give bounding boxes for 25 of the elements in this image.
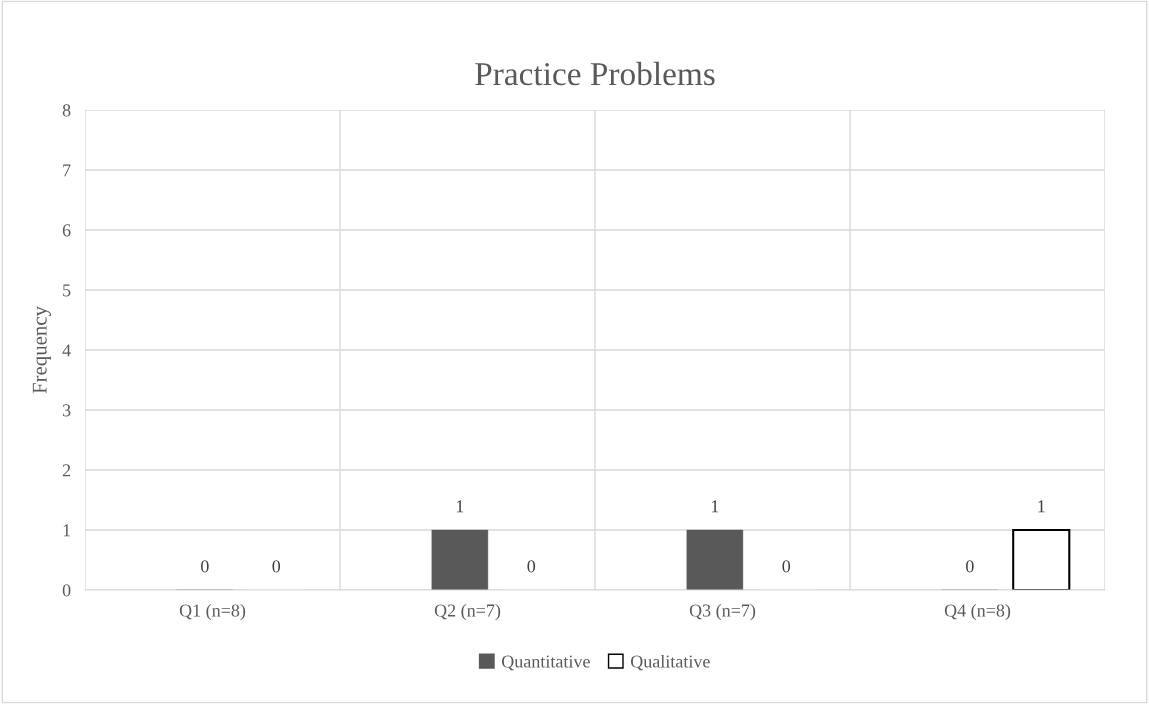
y-tick-label: 1 (63, 524, 71, 537)
data-label: 1 (456, 500, 464, 513)
x-tick-label: Q2 (n=7) (434, 603, 501, 621)
data-label: 1 (711, 500, 719, 513)
legend-label: Quantitative (501, 655, 590, 671)
y-tick-label: 5 (63, 284, 71, 297)
data-label: 1 (1038, 500, 1045, 513)
data-label: 0 (966, 560, 974, 573)
x-tick-label: Q1 (n=8) (179, 603, 246, 621)
chart-title: Practice Problems (475, 61, 715, 86)
data-label: 0 (201, 560, 209, 573)
legend-label: Qualitative (630, 654, 710, 671)
x-tick-label: Q4 (n=8) (944, 603, 1011, 621)
y-tick-label: 3 (62, 404, 71, 417)
y-tick-label: 0 (62, 584, 71, 597)
data-label: 0 (527, 560, 536, 573)
y-tick-label: 6 (62, 224, 71, 237)
x-tick-label: Q3 (n=7) (689, 603, 756, 621)
y-tick-label: 2 (62, 464, 71, 477)
y-tick-label: 8 (62, 104, 71, 117)
y-tick-label: 4 (62, 344, 71, 357)
data-label: 0 (272, 560, 281, 573)
y-axis-title: Frequency (32, 306, 51, 394)
y-tick-label: 7 (63, 164, 71, 177)
data-label: 0 (782, 560, 791, 573)
